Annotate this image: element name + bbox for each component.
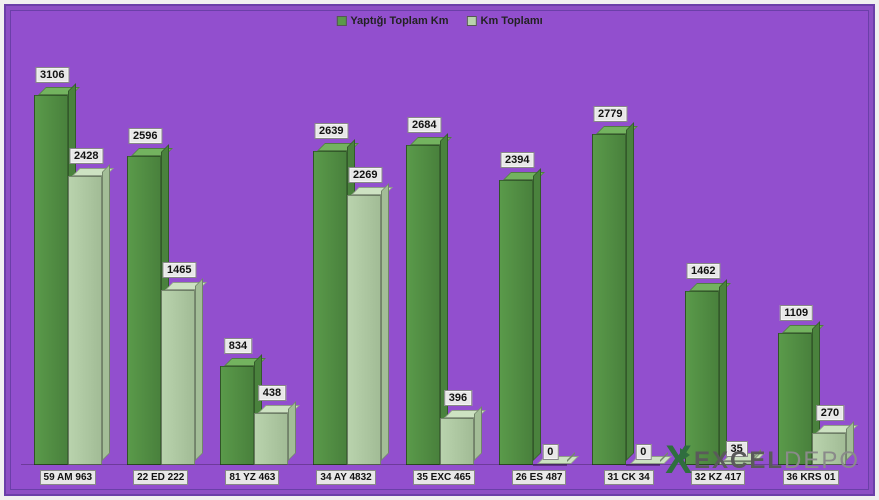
category-label: 34 AY 4832 [316,470,375,485]
value-label: 2428 [69,148,103,164]
value-label: 1109 [779,305,813,321]
chart-object[interactable]: Yaptığı Toplam Km Km Toplamı 31062428259… [4,4,875,496]
excel-window: Yaptığı Toplam Km Km Toplamı 31062428259… [0,0,879,500]
value-label: 2596 [128,128,162,144]
bar-series1[interactable]: 2684 [406,145,440,465]
watermark-brand2: DEPO [784,447,860,474]
legend-item-series2[interactable]: Km Toplamı [467,15,543,27]
bar-group: 2779 0 [585,41,667,465]
bar-group: 2684396 [399,41,481,465]
watermark-x-icon: X [665,438,688,483]
watermark-brand1: EXCEL [694,447,784,474]
bars-container: 3106242825961465834438263922692684396239… [21,41,858,465]
watermark: X EXCELDEPO [665,438,860,483]
value-label: 438 [258,385,286,401]
category-label: 26 ES 487 [512,470,567,485]
legend-label-series1: Yaptığı Toplam Km [350,15,448,27]
bar-group: 1109 270 [771,41,853,465]
value-label: 2639 [314,123,348,139]
bar-group: 834438 [213,41,295,465]
category-label: 35 EXC 465 [413,470,475,485]
bar-group: 25961465 [120,41,202,465]
category-label: 59 AM 963 [40,470,97,485]
bar-series2[interactable]: 438 [254,413,288,465]
value-label: 2684 [407,117,441,133]
value-label: 834 [224,338,252,354]
category-label: 31 CK 34 [604,470,654,485]
bar-series1[interactable]: 2394 [499,180,533,465]
bar-group: 26392269 [306,41,388,465]
legend[interactable]: Yaptığı Toplam Km Km Toplamı [336,15,542,27]
legend-label-series2: Km Toplamı [481,15,543,27]
bar-series2[interactable]: 396 [440,418,474,465]
value-label: 1462 [686,263,720,279]
value-label: 0 [542,444,558,460]
chart-plot-area: Yaptığı Toplam Km Km Toplamı 31062428259… [10,10,869,490]
plot: 3106242825961465834438263922692684396239… [21,41,858,465]
value-label: 396 [444,390,472,406]
bar-group: 2394 0 [492,41,574,465]
value-label: 0 [635,444,651,460]
bar-series1[interactable]: 3106 [34,95,68,465]
legend-item-series1[interactable]: Yaptığı Toplam Km [336,15,448,27]
watermark-text: EXCELDEPO [694,447,860,475]
value-label: 1465 [162,262,196,278]
bar-series2[interactable]: 2428 [68,176,102,465]
value-label: 270 [816,405,844,421]
bar-group: 146235 [678,41,760,465]
bar-series1[interactable]: 834 [220,366,254,465]
bar-group: 31062428 [27,41,109,465]
legend-swatch-series2 [467,16,477,26]
bar-series1[interactable]: 2639 [313,151,347,465]
value-label: 3106 [35,67,69,83]
bar-series2[interactable]: 1465 [161,290,195,465]
value-label: 2269 [348,167,382,183]
value-label: 2779 [593,106,627,122]
bar-series2[interactable]: 2269 [347,195,381,465]
value-label: 2394 [500,152,534,168]
category-label: 81 YZ 463 [225,470,279,485]
legend-swatch-series1 [336,16,346,26]
bar-series1[interactable]: 2779 [592,134,626,465]
category-label: 22 ED 222 [133,470,188,485]
bar-series1[interactable]: 2596 [127,156,161,465]
